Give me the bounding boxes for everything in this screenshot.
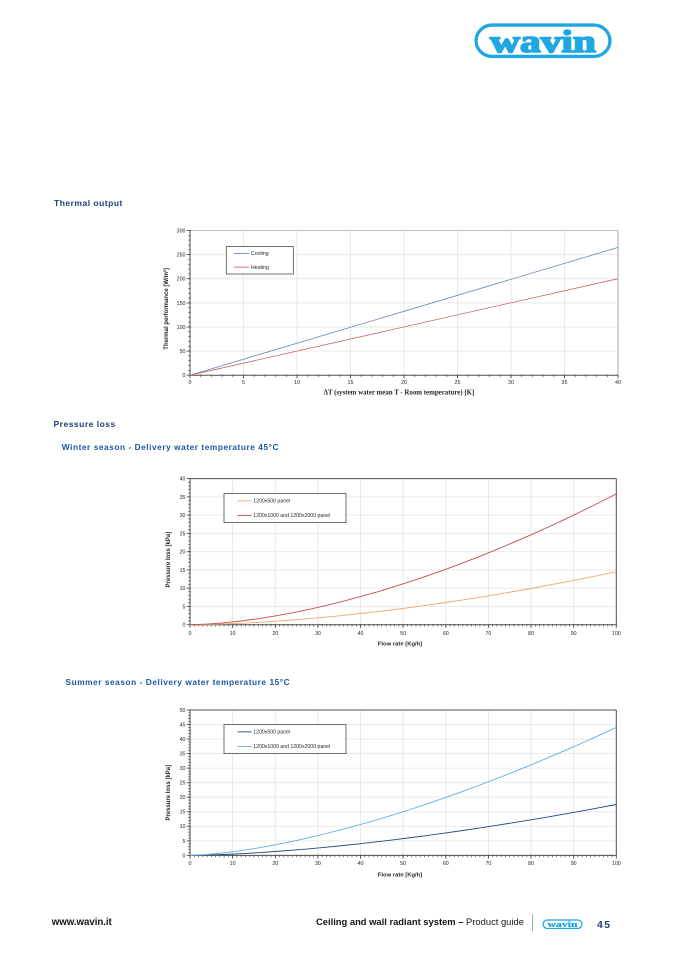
svg-text:Pressure loss [kPa]: Pressure loss [kPa] <box>166 532 172 588</box>
svg-text:250: 250 <box>177 253 186 259</box>
svg-text:30: 30 <box>315 861 321 867</box>
svg-text:300: 300 <box>177 228 186 234</box>
svg-text:10: 10 <box>230 861 236 867</box>
svg-text:35: 35 <box>180 495 186 501</box>
svg-text:70: 70 <box>485 631 491 637</box>
svg-text:Flow rate [Kg/h]: Flow rate [Kg/h] <box>378 642 423 648</box>
svg-text:10: 10 <box>294 380 300 386</box>
svg-text:30: 30 <box>315 631 321 637</box>
svg-text:40: 40 <box>180 477 186 483</box>
svg-text:40: 40 <box>180 737 186 743</box>
svg-text:90: 90 <box>571 861 577 867</box>
svg-text:wavin: wavin <box>490 24 597 58</box>
svg-text:Pressure loss [kPa]: Pressure loss [kPa] <box>166 765 172 821</box>
svg-text:20: 20 <box>272 631 278 637</box>
svg-text:15: 15 <box>180 810 186 816</box>
svg-text:200: 200 <box>177 277 186 283</box>
svg-text:10: 10 <box>180 824 186 830</box>
svg-text:100: 100 <box>177 325 186 331</box>
svg-text:40: 40 <box>615 380 621 386</box>
svg-text:25: 25 <box>180 531 186 537</box>
svg-text:45: 45 <box>180 722 186 728</box>
svg-text:5: 5 <box>183 604 186 610</box>
svg-text:50: 50 <box>180 349 186 355</box>
svg-text:50: 50 <box>400 861 406 867</box>
svg-text:0: 0 <box>183 853 186 859</box>
svg-text:70: 70 <box>485 861 491 867</box>
svg-text:20: 20 <box>272 861 278 867</box>
svg-text:1200x1000 and 1200x2000 panel: 1200x1000 and 1200x2000 panel <box>253 744 330 750</box>
svg-text:30: 30 <box>180 766 186 772</box>
svg-text:25: 25 <box>455 380 461 386</box>
svg-text:Flow rate [Kg/h]: Flow rate [Kg/h] <box>378 872 423 878</box>
svg-text:30: 30 <box>508 380 514 386</box>
svg-text:100: 100 <box>612 861 621 867</box>
svg-text:15: 15 <box>348 380 354 386</box>
svg-text:ΔT (system water mean T - Room: ΔT (system water mean T - Room temperatu… <box>324 390 475 397</box>
svg-text:90: 90 <box>571 631 577 637</box>
svg-text:35: 35 <box>562 380 568 386</box>
svg-text:10: 10 <box>230 631 236 637</box>
svg-text:10: 10 <box>180 586 186 592</box>
svg-text:25: 25 <box>180 781 186 787</box>
svg-text:1200x500 panel: 1200x500 panel <box>253 730 290 736</box>
svg-text:0: 0 <box>189 631 192 637</box>
svg-text:40: 40 <box>358 861 364 867</box>
svg-text:80: 80 <box>528 861 534 867</box>
svg-text:Thermal performance [W/m²]: Thermal performance [W/m²] <box>163 268 170 350</box>
svg-text:Heating: Heating <box>251 265 269 271</box>
svg-text:60: 60 <box>443 631 449 637</box>
svg-text:15: 15 <box>180 568 186 574</box>
svg-text:60: 60 <box>443 861 449 867</box>
svg-text:50: 50 <box>400 631 406 637</box>
svg-text:5: 5 <box>183 839 186 845</box>
svg-text:80: 80 <box>528 631 534 637</box>
svg-text:100: 100 <box>612 631 621 637</box>
svg-text:30: 30 <box>180 513 186 519</box>
svg-text:150: 150 <box>177 301 186 307</box>
svg-text:Cooling: Cooling <box>251 251 269 257</box>
svg-text:20: 20 <box>180 550 186 556</box>
svg-text:0: 0 <box>189 861 192 867</box>
svg-text:35: 35 <box>180 752 186 758</box>
svg-text:1200x1000 and 1200x2000 panel: 1200x1000 and 1200x2000 panel <box>253 513 330 519</box>
svg-text:50: 50 <box>180 708 186 714</box>
svg-text:0: 0 <box>183 623 186 629</box>
svg-text:20: 20 <box>401 380 407 386</box>
svg-text:1200x500 panel: 1200x500 panel <box>253 499 290 505</box>
svg-text:0: 0 <box>183 373 186 379</box>
svg-text:20: 20 <box>180 795 186 801</box>
svg-text:5: 5 <box>242 380 245 386</box>
svg-text:0: 0 <box>189 380 192 386</box>
svg-text:wavin: wavin <box>548 920 578 929</box>
svg-text:40: 40 <box>358 631 364 637</box>
